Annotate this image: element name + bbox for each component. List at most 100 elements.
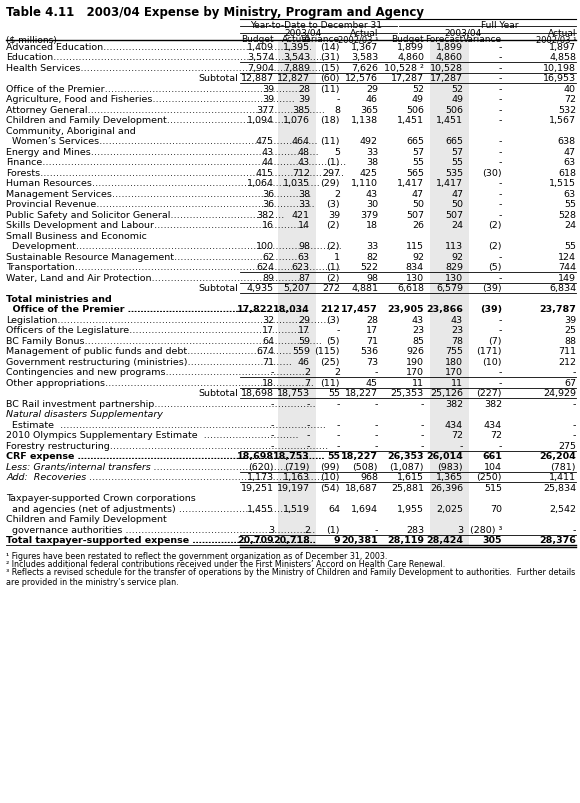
Text: 382: 382 xyxy=(445,399,463,408)
Text: 55: 55 xyxy=(327,451,340,461)
Text: (39): (39) xyxy=(483,284,502,293)
Text: 64: 64 xyxy=(328,504,340,513)
Text: 1,411: 1,411 xyxy=(549,473,576,482)
Text: 25,126: 25,126 xyxy=(430,389,463,397)
Text: Management of public funds and debt……………………………: Management of public funds and debt……………… xyxy=(6,347,292,356)
Text: 365: 365 xyxy=(360,106,378,115)
Text: Water, Land and Air Protection…………………………………………: Water, Land and Air Protection…………………………… xyxy=(6,273,303,283)
Text: and agencies (net of adjustments) …………………………………: and agencies (net of adjustments) ………………… xyxy=(6,504,302,513)
Text: 33: 33 xyxy=(366,148,378,157)
Text: 63: 63 xyxy=(564,190,576,198)
Text: 1,897: 1,897 xyxy=(549,43,576,51)
Text: 506: 506 xyxy=(406,106,424,115)
Text: 2002/03 ¹: 2002/03 ¹ xyxy=(338,35,378,44)
Text: Other appropriations…………………………………………………………: Other appropriations……………………………………………………… xyxy=(6,378,314,387)
Text: 3: 3 xyxy=(457,525,463,534)
Text: 12,576: 12,576 xyxy=(345,74,378,84)
Text: ² Includes additional federal contributions received under the First Ministers’ : ² Includes additional federal contributi… xyxy=(6,560,445,569)
Text: 4,858: 4,858 xyxy=(549,53,576,62)
Text: 30: 30 xyxy=(366,200,378,209)
Text: (7): (7) xyxy=(488,336,502,345)
Text: -: - xyxy=(459,441,463,450)
Text: 49: 49 xyxy=(412,95,424,104)
Text: Children and Family Development: Children and Family Development xyxy=(6,515,167,524)
Text: -: - xyxy=(375,525,378,534)
Text: 1,110: 1,110 xyxy=(351,179,378,188)
Text: (3): (3) xyxy=(327,316,340,324)
Text: 18: 18 xyxy=(262,378,274,387)
Text: 62: 62 xyxy=(262,252,274,262)
Text: 48: 48 xyxy=(298,148,310,157)
Text: 29: 29 xyxy=(366,84,378,94)
Text: (30): (30) xyxy=(483,169,502,177)
Text: 98: 98 xyxy=(298,242,310,251)
Text: Variance: Variance xyxy=(301,35,340,44)
Text: 85: 85 xyxy=(412,336,424,345)
Text: -: - xyxy=(420,399,424,408)
Text: -: - xyxy=(499,252,502,262)
Text: 25: 25 xyxy=(564,326,576,335)
Text: 507: 507 xyxy=(445,210,463,219)
Text: 379: 379 xyxy=(360,210,378,219)
Text: 100: 100 xyxy=(256,242,274,251)
Text: ³ Reflects a revised schedule for the transfer of operations by the Ministry of : ³ Reflects a revised schedule for the tr… xyxy=(6,567,575,587)
Text: 78: 78 xyxy=(451,336,463,345)
Text: (1): (1) xyxy=(327,525,340,534)
Text: 18,753: 18,753 xyxy=(273,451,310,461)
Text: 1,138: 1,138 xyxy=(351,116,378,125)
Text: 1,451: 1,451 xyxy=(436,116,463,125)
Text: 434: 434 xyxy=(484,420,502,430)
Text: (14): (14) xyxy=(321,43,340,51)
Text: 33: 33 xyxy=(298,200,310,209)
Text: 6,618: 6,618 xyxy=(397,284,424,293)
Text: 38: 38 xyxy=(366,158,378,167)
Text: Advanced Education…………………………………………………………: Advanced Education………………………………………………………… xyxy=(6,43,312,51)
Text: 23,905: 23,905 xyxy=(387,305,424,314)
Text: 212: 212 xyxy=(558,357,576,366)
Text: Contingencies and new programs………………………………………: Contingencies and new programs…………………………… xyxy=(6,368,308,377)
Text: -: - xyxy=(271,368,274,377)
Text: (115): (115) xyxy=(314,347,340,356)
Text: Add:  Recoveries …………………………………………………………………: Add: Recoveries ………………………………………………………………… xyxy=(6,473,327,482)
Text: Legislation……………………………………………………………………………: Legislation…………………………………………………………………………… xyxy=(6,316,333,324)
Text: Provincial Revenue……………………………………………………………: Provincial Revenue…………………………………………………………… xyxy=(6,200,315,209)
Text: 3,583: 3,583 xyxy=(351,53,378,62)
Text: -: - xyxy=(420,420,424,430)
Text: 50: 50 xyxy=(451,200,463,209)
Text: 4,860: 4,860 xyxy=(397,53,424,62)
Text: -: - xyxy=(499,200,502,209)
Text: (11): (11) xyxy=(321,378,340,387)
Text: -: - xyxy=(420,441,424,450)
Text: 2003/04: 2003/04 xyxy=(284,28,322,38)
Text: 421: 421 xyxy=(292,210,310,219)
Text: -: - xyxy=(572,368,576,377)
Text: Forests……………………………………………………………………………………: Forests…………………………………………………………………………………… xyxy=(6,169,344,177)
Text: 67: 67 xyxy=(564,378,576,387)
Text: 6,834: 6,834 xyxy=(549,284,576,293)
Text: 44: 44 xyxy=(262,158,274,167)
Text: 1,395: 1,395 xyxy=(283,43,310,51)
Text: -: - xyxy=(375,368,378,377)
Text: 55: 55 xyxy=(451,158,463,167)
Text: (25): (25) xyxy=(321,357,340,366)
Text: (1,087): (1,087) xyxy=(390,463,424,471)
Text: 1,615: 1,615 xyxy=(397,473,424,482)
Text: 57: 57 xyxy=(412,148,424,157)
Text: 3: 3 xyxy=(268,525,274,534)
Text: 415: 415 xyxy=(256,169,274,177)
Text: 2010 Olympics Supplementary Estimate  …………………………: 2010 Olympics Supplementary Estimate ………… xyxy=(6,430,299,440)
Text: (3): (3) xyxy=(327,200,340,209)
Text: -: - xyxy=(336,441,340,450)
Text: 23: 23 xyxy=(412,326,424,335)
Text: 755: 755 xyxy=(445,347,463,356)
Text: 55: 55 xyxy=(412,158,424,167)
Text: 18,698: 18,698 xyxy=(241,389,274,397)
Text: 43: 43 xyxy=(298,158,310,167)
Text: 20,718: 20,718 xyxy=(273,536,310,544)
Text: 5: 5 xyxy=(334,148,340,157)
Text: Government restructuring (ministries)……………………………: Government restructuring (ministries)………… xyxy=(6,357,292,366)
Text: 1,409: 1,409 xyxy=(247,43,274,51)
Text: 7: 7 xyxy=(304,378,310,387)
Text: 36: 36 xyxy=(262,200,274,209)
Text: 1,899: 1,899 xyxy=(397,43,424,51)
